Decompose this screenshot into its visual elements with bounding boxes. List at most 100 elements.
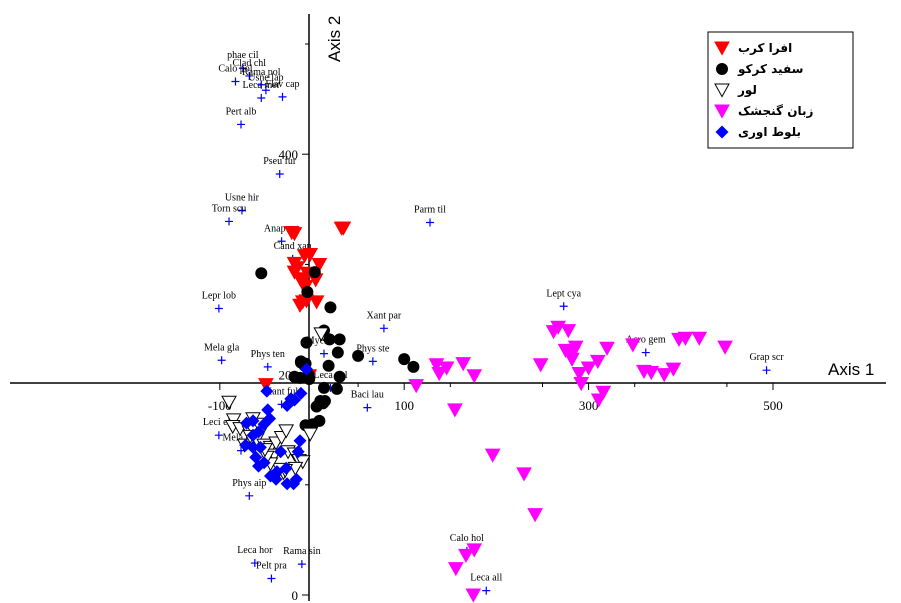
legend-marker [714,83,730,98]
site-point-3 [313,327,330,342]
site-point-1 [335,221,352,236]
site-point-5 [284,392,298,406]
x-axis-label: Axis 1 [828,360,874,379]
site-point-4 [589,354,606,370]
species-label: Mela gla [204,342,240,353]
site-point-2 [317,381,330,394]
site-point-5 [260,384,274,398]
site-point-2 [324,301,337,314]
species-label: Clad chl [232,58,266,69]
species-label: Phys ten [251,349,285,360]
species-label: phae cil [227,50,259,61]
site-point-2 [331,346,344,359]
site-points-layer [221,221,733,603]
site-point-4 [571,367,588,382]
site-point-4 [438,361,455,376]
species-label: Acro gem [626,335,666,346]
species-label: Mela exa [223,433,260,444]
species-marker [250,559,259,568]
site-point-2 [301,285,314,298]
species-label: Pelt pra [256,560,287,571]
site-point-5 [294,386,308,400]
x-tick-label: 300 [579,398,599,413]
site-point-4 [691,331,708,346]
x-tick-label: 500 [763,398,783,413]
species-label: Parm til [414,205,446,216]
y-axis-label: Axis 2 [325,16,344,62]
species-marker [482,586,491,595]
legend-box [707,31,854,149]
site-point-4 [625,338,641,353]
legend-label: لور [737,83,757,98]
species-label: Lepr lob [202,290,236,301]
species-marker [379,324,388,333]
site-point-1 [302,248,319,263]
species-label: Usne hir [225,192,260,203]
site-point-5 [253,440,267,454]
species-label: Phys aip [232,478,266,489]
legend-label: بلوط اوری [738,125,801,140]
species-marker [297,560,306,569]
species-marker [368,357,377,366]
species-marker [319,349,328,358]
species-label: Usne lap [248,72,283,83]
species-marker [214,304,223,313]
site-point-5 [257,417,271,431]
legend-marker [715,125,729,139]
site-point-4 [532,358,549,373]
site-point-2 [333,370,346,383]
site-point-2 [300,336,313,349]
site-point-5 [246,440,260,454]
site-point-1 [311,257,328,273]
species-marker [257,80,266,89]
site-point-4 [560,324,577,339]
species-marker [237,120,246,129]
site-point-5 [257,456,271,470]
species-label: Leca all [470,573,502,584]
site-point-2 [407,360,420,373]
site-point-2 [322,359,335,372]
site-point-4 [455,357,472,372]
species-label: Anap set [264,223,299,234]
site-point-2 [255,267,268,280]
site-point-4 [590,393,607,408]
site-point-5 [274,445,288,459]
species-label: Rama sin [283,546,321,557]
species-marker [559,302,568,311]
species-marker [231,77,240,86]
species-label: Pseu fur [263,156,297,167]
site-point-1 [286,227,303,242]
site-point-4 [545,325,562,340]
y-tick-label: 0 [292,588,299,603]
site-point-4 [580,361,597,376]
site-point-3 [278,424,295,439]
species-marker [238,64,247,73]
site-point-2 [352,349,365,362]
site-point-5 [240,416,254,430]
species-marker [257,93,266,102]
site-point-5 [293,434,307,448]
species-marker [225,217,234,226]
species-label: Baci lau [351,390,384,401]
site-point-2 [323,333,336,346]
site-point-5 [291,445,305,459]
legend-label: زبان گنجشک [738,104,813,118]
species-label: Leci ela [203,417,235,428]
species-marker [214,431,223,440]
site-point-4 [564,352,580,367]
species-marker [275,170,284,179]
species-marker [245,71,254,80]
site-point-2 [330,382,343,395]
site-point-4 [656,368,673,383]
species-label: Leca chl [313,370,347,381]
site-point-5 [299,362,313,376]
site-point-4 [458,548,474,564]
site-point-2 [398,353,411,366]
species-label: Cand xan [274,241,312,252]
species-marker [217,356,226,365]
species-marker [237,206,246,215]
legend-label: افرا کرب [738,41,792,55]
site-point-5 [289,472,303,486]
